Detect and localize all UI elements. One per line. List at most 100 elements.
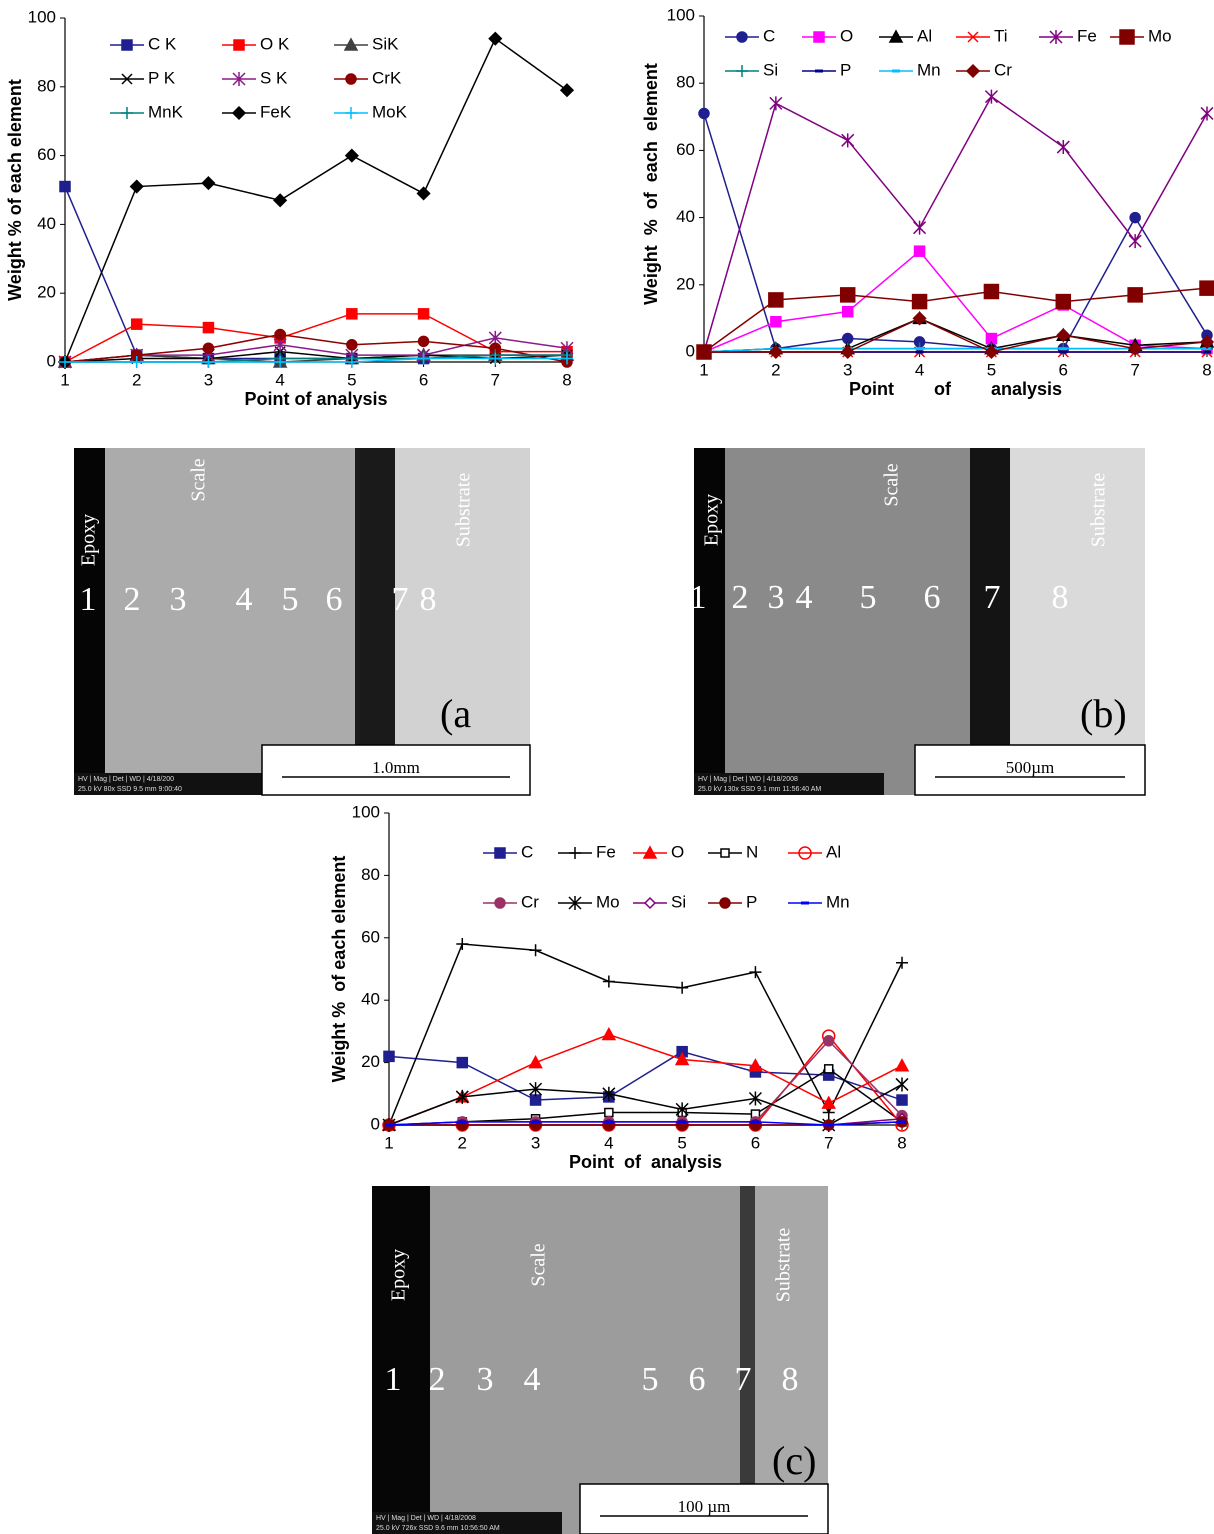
marker-part <box>343 37 359 51</box>
marker <box>984 89 998 104</box>
marker <box>273 193 288 208</box>
marker-part <box>202 356 215 368</box>
marker <box>1049 30 1063 44</box>
marker <box>748 1058 763 1072</box>
marker-part <box>676 981 689 994</box>
marker <box>798 846 812 860</box>
marker <box>1056 328 1071 343</box>
legend-label: MoK <box>372 102 408 121</box>
marker <box>274 356 287 368</box>
info-bar <box>372 1512 562 1534</box>
marker-part <box>121 73 133 85</box>
marker <box>736 65 748 77</box>
marker-part <box>274 328 286 341</box>
marker <box>1128 234 1142 249</box>
series-line <box>703 287 1208 353</box>
point-label: 4 <box>236 581 253 618</box>
marker-part <box>813 31 825 43</box>
marker-part <box>130 356 143 368</box>
marker <box>130 356 143 368</box>
micrograph-region <box>74 448 105 795</box>
point-label: 7 <box>735 1361 752 1398</box>
point-label: 1 <box>385 1361 402 1398</box>
marker-part <box>896 956 908 969</box>
marker-part <box>561 352 573 365</box>
marker <box>643 896 657 910</box>
marker <box>1200 106 1214 121</box>
series-line <box>64 337 568 363</box>
marker <box>274 328 286 341</box>
marker-part <box>736 65 748 77</box>
legend-label: Fe <box>596 842 616 861</box>
marker-part <box>417 352 430 365</box>
marker <box>770 316 782 328</box>
x-tick-label: 1 <box>384 1133 393 1152</box>
x-tick-label: 2 <box>771 360 780 379</box>
marker-part <box>569 847 581 859</box>
scale-bar-box <box>914 744 1146 796</box>
marker <box>749 966 762 979</box>
series-line <box>388 1083 903 1126</box>
panel-label: (a <box>440 691 471 736</box>
marker-part <box>967 31 979 43</box>
marker-part <box>345 107 357 119</box>
marker <box>417 352 430 365</box>
marker <box>456 1056 469 1069</box>
marker-part <box>344 148 359 163</box>
y-axis-label: Weight % of each element <box>329 856 349 1083</box>
legend-label: CrK <box>372 68 402 87</box>
marker <box>896 956 908 969</box>
x-tick-label: 7 <box>824 1133 833 1152</box>
x-tick-label: 5 <box>987 360 996 379</box>
marker <box>344 148 359 163</box>
marker <box>345 73 357 85</box>
marker <box>1128 341 1143 356</box>
series-line <box>388 1050 903 1101</box>
legend-label: O K <box>260 34 290 53</box>
x-tick-label: 5 <box>347 370 356 389</box>
x-tick-label: 4 <box>604 1133 613 1152</box>
marker <box>602 975 615 988</box>
micrograph-region <box>372 1186 430 1534</box>
epoxy-label: Epoxy <box>701 494 723 546</box>
point-label: 2 <box>124 581 141 618</box>
marker-part <box>1129 211 1141 224</box>
marker <box>676 981 689 994</box>
marker <box>494 847 506 859</box>
marker <box>559 83 575 98</box>
marker <box>913 220 927 235</box>
marker <box>888 29 904 43</box>
marker <box>417 335 430 348</box>
substrate-label: Substrate <box>773 1228 795 1303</box>
marker-part <box>130 318 143 330</box>
x-tick-label: 3 <box>843 360 852 379</box>
marker-part <box>59 356 71 368</box>
legend-label: P <box>840 60 851 79</box>
marker <box>1055 293 1072 310</box>
marker-part <box>601 1026 617 1041</box>
point-label: 6 <box>689 1361 706 1398</box>
marker-part <box>1056 140 1070 155</box>
marker <box>841 305 854 318</box>
y-tick-label: 40 <box>676 207 695 226</box>
marker <box>1127 287 1143 303</box>
marker-part <box>642 845 658 859</box>
point-label: 8 <box>1052 579 1069 616</box>
y-tick-label: 100 <box>28 7 56 26</box>
marker-part <box>129 179 144 194</box>
marker-part <box>202 342 215 354</box>
marker-part <box>768 292 784 308</box>
marker <box>529 1082 543 1097</box>
marker <box>768 292 784 308</box>
x-tick-label: 1 <box>699 360 708 379</box>
marker <box>967 31 979 43</box>
marker <box>911 293 928 310</box>
legend-label: C <box>521 842 533 861</box>
scale-label: Scale <box>881 463 903 506</box>
micrograph-region <box>725 448 970 795</box>
marker <box>696 344 712 360</box>
marker <box>202 356 215 368</box>
marker <box>912 311 927 326</box>
scale-bar-label: 100 µm <box>678 1497 731 1516</box>
marker <box>984 344 999 360</box>
